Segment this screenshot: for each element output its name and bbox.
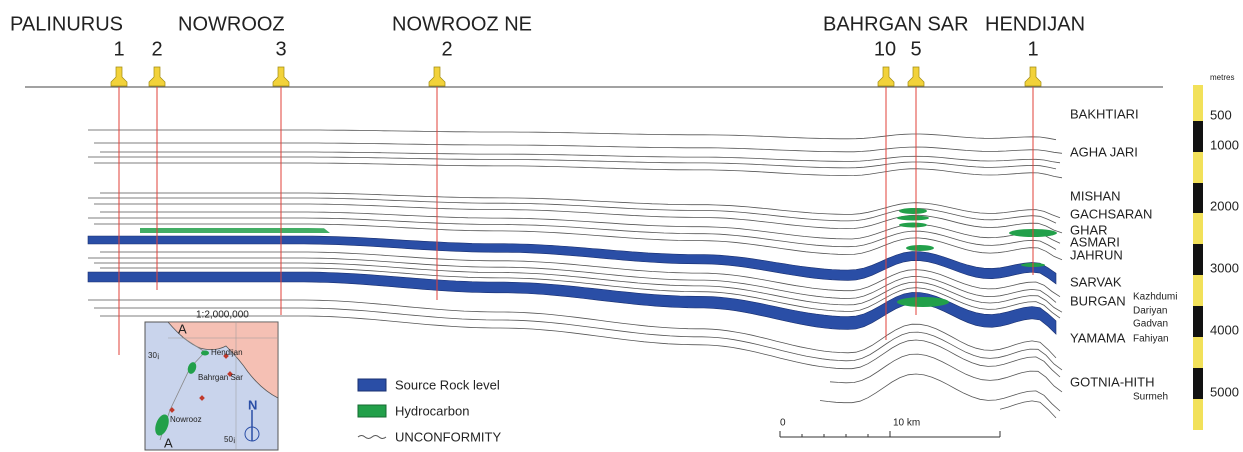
hydrocarbon [899,208,927,214]
legend-label: Hydrocarbon [395,403,469,418]
hydrocarbon [140,228,330,233]
field-name: HENDIJAN [985,13,1085,35]
legend-label: Source Rock level [395,377,500,392]
map-longitude: 50¡ [224,435,236,444]
field-name: BAHRGAN SAR [823,13,969,35]
scale-label: 10 km [893,418,920,429]
field-name: NOWROOZ NE [392,13,532,35]
depth-segment [1193,306,1203,337]
section-end: A [164,435,173,450]
depth-segment [1193,85,1203,121]
well-symbol [1025,67,1041,86]
well-symbol [429,67,445,86]
well-symbol [111,67,127,86]
depth-segment [1193,152,1203,183]
depth-segment [1193,368,1203,399]
formation: AGHA JARI [1070,144,1138,159]
map-place: Bahrgan Sar [198,373,243,382]
legend-label: UNCONFORMITY [395,429,501,444]
horizon [88,130,1056,140]
formation: BURGAN [1070,293,1126,308]
well-number: 2 [441,38,452,60]
depth-label: 500 [1210,107,1232,122]
map-place: Nowrooz [170,415,202,424]
horizon [94,163,1062,178]
well-number: 5 [910,38,921,60]
formation: MISHAN [1070,188,1121,203]
hydrocarbon [906,245,934,251]
field-name: NOWROOZ [178,13,285,35]
well-number: 1 [1027,38,1038,60]
horizon [1000,401,1056,418]
map-scale: 1:2,000,000 [196,310,249,321]
field-name: PALINURUS [10,13,123,35]
depth-segment [1193,399,1203,430]
well-number: 1 [113,38,124,60]
hydrocarbon [897,297,949,307]
depth-segment [1193,121,1203,152]
formation-minor: Dariyan [1133,306,1167,317]
depth-unit: metres [1210,73,1234,82]
formation: GOTNIA-HITH [1070,374,1155,389]
formation: GACHSARAN [1070,206,1152,221]
legend: Source Rock level Hydrocarbon UNCONFORMI… [358,377,501,444]
depth-label: 1000 [1210,137,1239,152]
depth-segment [1193,183,1203,213]
depth-label: 5000 [1210,384,1239,399]
well-number: 10 [874,38,896,60]
legend-swatch [358,379,386,391]
well-symbol [149,67,165,86]
depth-scale: metres 500 1000 2000 3000 4000 5000 [1193,73,1239,430]
section-end: A [178,321,187,336]
scale-bar: 0 10 km [780,418,1000,437]
formation: YAMAMA [1070,330,1126,345]
depth-label: 2000 [1210,198,1239,213]
depth-label: 4000 [1210,322,1239,337]
inset-map: 1:2,000,000 A A 30¡ 50¡ Hendijan Bahrgan… [145,310,278,451]
well-symbol [273,67,289,86]
scale-label: 0 [780,418,786,429]
hydrocarbon [897,216,929,221]
map-place: Hendijan [211,348,243,357]
formation-minor: Gadvan [1133,319,1168,330]
formation: SARVAK [1070,274,1122,289]
well-symbol [878,67,894,86]
depth-segment [1193,337,1203,368]
well-number: 2 [151,38,162,60]
formation-labels: BAKHTIARI AGHA JARI MISHAN GACHSARAN GHA… [1070,106,1177,402]
depth-label: 3000 [1210,260,1239,275]
horizon [830,354,1062,392]
well-number: 3 [275,38,286,60]
cross-section: PALINURUS NOWROOZ NOWROOZ NE BAHRGAN SAR… [0,0,1243,452]
formation-minor: Kazhdumi [1133,292,1177,303]
formation: BAKHTIARI [1070,106,1139,121]
map-north: N [248,397,257,412]
formation-minor: Surmeh [1133,392,1168,403]
depth-segment [1193,213,1203,244]
hydrocarbon [899,223,927,228]
horizon [820,374,1060,411]
legend-swatch [358,436,386,439]
well-symbol [908,67,924,86]
depth-segment [1193,275,1203,306]
depth-segment [1193,244,1203,275]
formation-minor: Fahiyan [1133,334,1169,345]
formation: JAHRUN [1070,247,1123,262]
map-latitude: 30¡ [148,351,160,360]
legend-swatch [358,405,386,417]
